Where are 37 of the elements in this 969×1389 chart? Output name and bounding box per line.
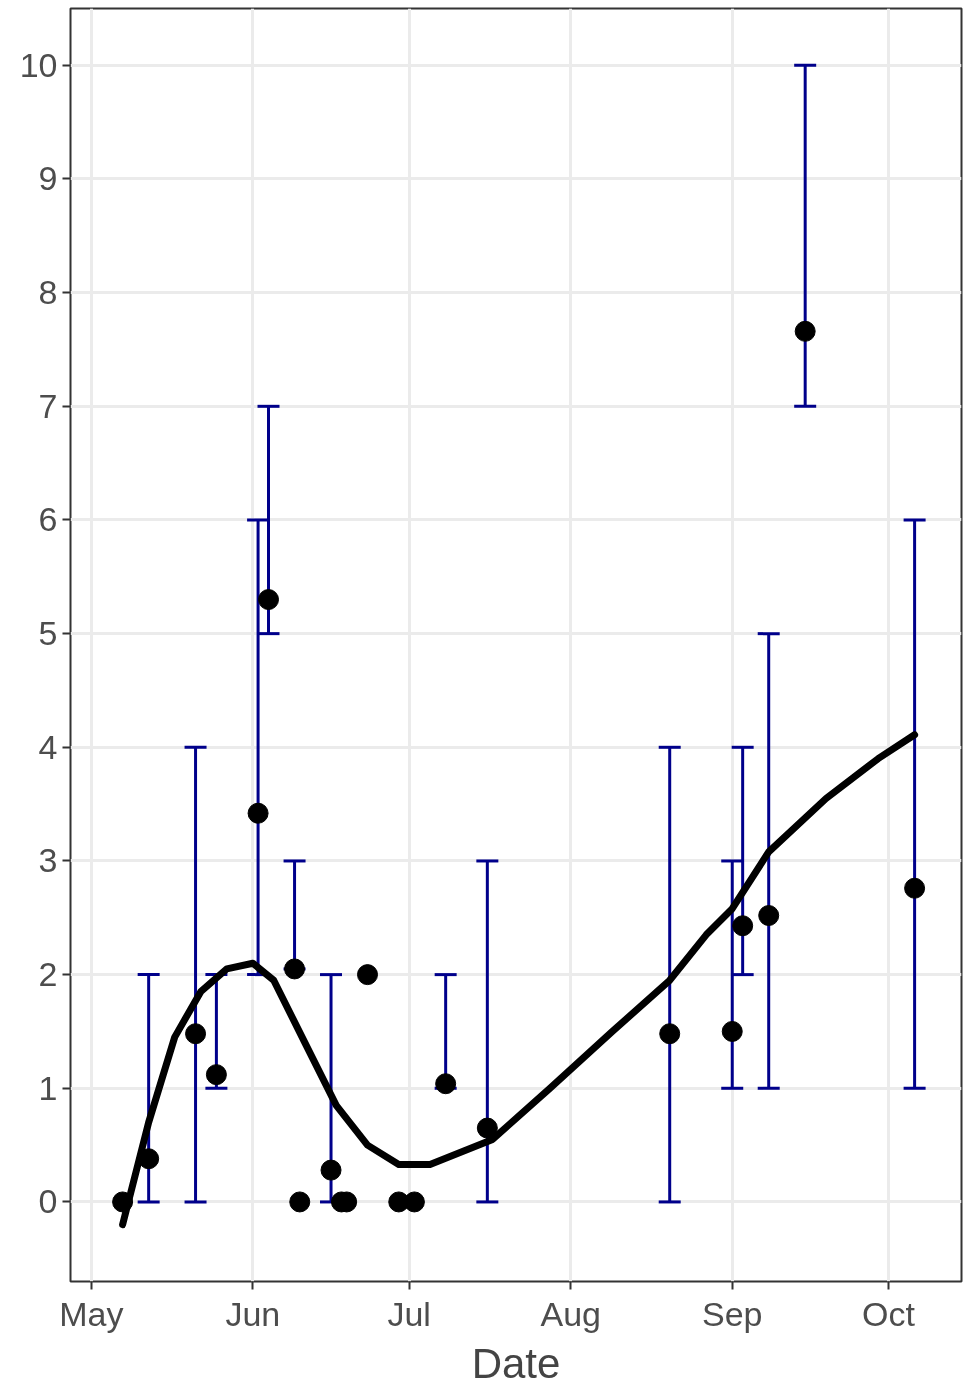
point: [758, 905, 780, 926]
y-tick-label: 0: [38, 1182, 58, 1221]
point: [435, 1073, 457, 1095]
x-tick-label: May: [59, 1294, 124, 1333]
x-tick-label: Oct: [862, 1294, 916, 1333]
point: [185, 1023, 207, 1045]
point: [904, 877, 926, 899]
point: [732, 915, 754, 937]
point: [659, 1023, 681, 1045]
point: [721, 1020, 743, 1042]
y-tick-label: 6: [38, 500, 58, 539]
point: [403, 1191, 425, 1213]
point: [284, 958, 306, 980]
y-tick-label: 8: [38, 273, 58, 312]
x-tick-label: Jun: [225, 1294, 281, 1333]
point: [794, 320, 816, 342]
y-tick-label: 9: [38, 159, 58, 198]
y-tick-label: 5: [38, 614, 58, 653]
point: [112, 1191, 134, 1213]
point: [247, 802, 269, 824]
point: [205, 1064, 227, 1086]
y-tick-label: 4: [38, 727, 58, 766]
y-tick-label: 1: [38, 1068, 58, 1107]
y-tick-label: 3: [38, 841, 58, 880]
point: [138, 1148, 160, 1170]
x-axis-title: Date: [471, 1339, 561, 1387]
y-tick-label: 7: [38, 386, 58, 425]
y-tick-label: 2: [38, 955, 58, 994]
point: [320, 1159, 342, 1181]
point: [289, 1191, 311, 1213]
x-tick-label: Sep: [701, 1294, 763, 1333]
x-tick-label: Aug: [540, 1294, 601, 1333]
point: [357, 964, 378, 986]
y-tick-label: 10: [19, 45, 58, 84]
x-tick-label: Jul: [387, 1294, 431, 1333]
point: [258, 589, 279, 611]
point: [476, 1117, 498, 1139]
